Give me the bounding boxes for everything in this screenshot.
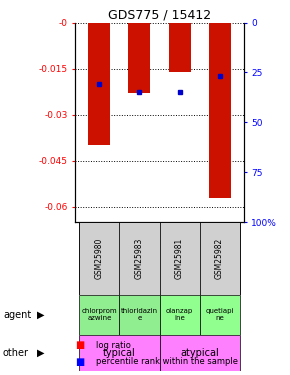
Text: quetiapi
ne: quetiapi ne: [205, 309, 234, 321]
Text: atypical: atypical: [180, 348, 219, 358]
Bar: [88, 22, 110, 146]
Bar: [160, 222, 200, 295]
Text: GSM25983: GSM25983: [135, 238, 144, 279]
Text: ■: ■: [75, 340, 85, 350]
Text: chlorprom
azwine: chlorprom azwine: [81, 309, 117, 321]
Text: log ratio: log ratio: [96, 340, 130, 350]
Text: GSM25980: GSM25980: [95, 238, 104, 279]
Bar: [168, 22, 191, 72]
Text: ■: ■: [75, 357, 85, 367]
Text: typical: typical: [103, 348, 136, 358]
Bar: [119, 222, 160, 295]
Bar: [160, 335, 240, 371]
Bar: [200, 295, 240, 335]
Bar: [209, 22, 231, 198]
Bar: [128, 22, 151, 93]
Text: GSM25981: GSM25981: [175, 238, 184, 279]
Text: olanzap
ine: olanzap ine: [166, 309, 193, 321]
Text: other: other: [3, 348, 29, 358]
Bar: [79, 335, 160, 371]
Bar: [160, 295, 200, 335]
Text: ▶: ▶: [37, 310, 44, 320]
Text: ▶: ▶: [37, 348, 44, 358]
Text: agent: agent: [3, 310, 31, 320]
Bar: [119, 295, 160, 335]
Bar: [200, 222, 240, 295]
Title: GDS775 / 15412: GDS775 / 15412: [108, 8, 211, 21]
Text: GSM25982: GSM25982: [215, 238, 224, 279]
Bar: [79, 295, 119, 335]
Text: thioridazin
e: thioridazin e: [121, 309, 158, 321]
Text: percentile rank within the sample: percentile rank within the sample: [96, 357, 238, 366]
Bar: [79, 222, 119, 295]
